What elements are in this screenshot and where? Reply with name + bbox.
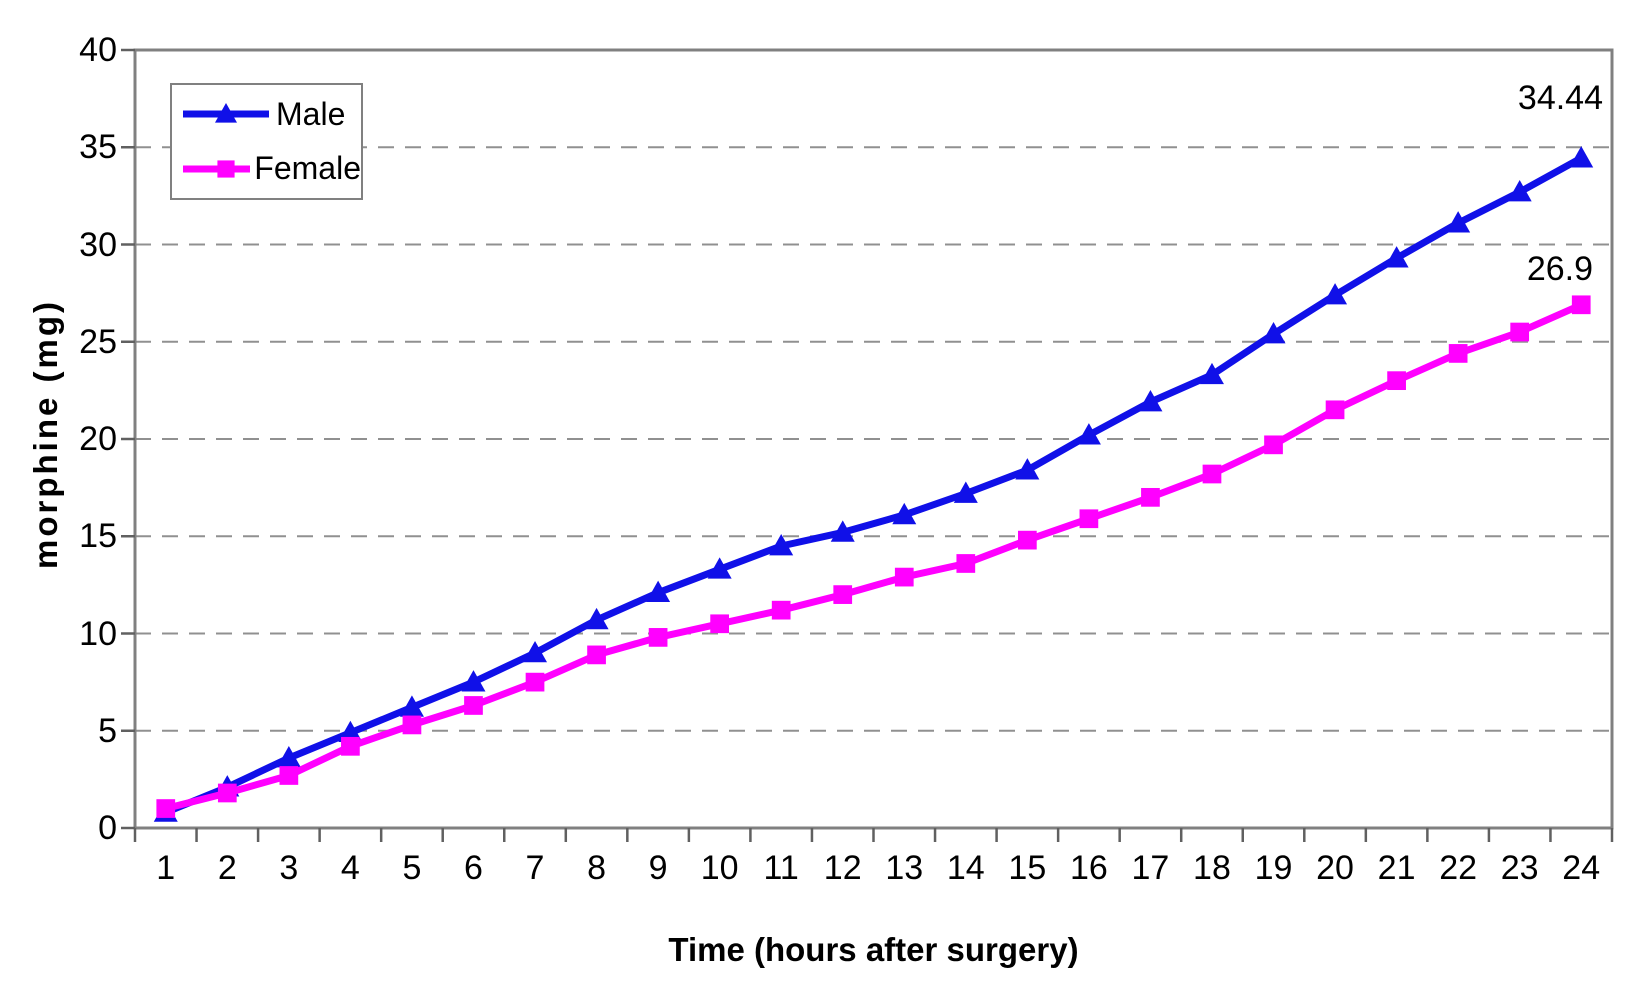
data-point-marker-female [402,715,422,735]
y-tick-label: 25 [79,322,117,361]
y-axis-title: morphine (mg) [27,299,64,569]
legend-item-male: Male [180,96,361,133]
data-point-marker-female [1448,344,1468,363]
data-point-marker-female [648,628,668,647]
x-axis-title: Time (hours after surgery) [668,931,1079,968]
x-tick-label: 18 [1193,849,1231,887]
x-tick-label: 17 [1131,849,1170,887]
y-tick-label: 35 [79,128,117,167]
data-point-marker-female [956,554,976,573]
x-tick-label: 6 [464,849,483,887]
data-point-marker-male [1569,146,1594,168]
x-tick-label: 19 [1254,849,1293,887]
data-point-marker-female [1141,487,1160,507]
x-tick-label: 1 [156,849,176,887]
data-point-marker-male [461,670,486,692]
y-tick-label: 5 [98,711,117,750]
data-point-marker-female [1202,464,1222,484]
data-point-marker-male [892,502,917,525]
data-point-marker-female [771,600,791,620]
female-end-value-label: 26.9 [1526,250,1593,288]
data-point-marker-male [1507,179,1532,202]
data-point-marker-male [584,607,609,630]
data-point-marker-male [1323,283,1348,305]
x-tick-label: 22 [1439,849,1478,887]
x-tick-label: 7 [525,849,545,887]
data-point-marker-male [399,695,424,717]
series-line-male [162,154,1585,816]
y-tick-label: 15 [79,517,117,556]
y-tick-label: 20 [79,420,117,458]
x-tick-label: 9 [648,849,668,887]
y-tick-label: 0 [98,809,117,847]
legend-marker [217,160,235,178]
data-point-marker-female [1017,530,1037,550]
data-point-marker-male [1138,390,1163,412]
data-point-marker-female [1264,435,1283,455]
data-point-marker-male [953,481,978,503]
data-point-marker-female [1571,295,1591,315]
x-tick-label: 12 [823,849,862,887]
x-tick-label: 20 [1316,849,1354,887]
y-tick-label: 40 [79,31,117,69]
data-point-marker-female [464,696,483,715]
data-point-marker-male [523,640,548,663]
data-point-marker-female [341,736,360,756]
data-point-marker-male [276,745,301,768]
male-line-marker-icon [183,103,269,123]
legend-marker [215,103,237,123]
data-point-marker-male [1261,321,1286,344]
male-end-value-label: 34.44 [1517,79,1603,117]
data-point-marker-male [1015,458,1040,480]
series-line-female [162,301,1585,812]
legend-label-female: Female [254,150,361,187]
x-tick-label: 15 [1008,849,1047,887]
data-point-marker-male [769,533,794,556]
data-point-marker-male [1446,211,1471,233]
data-point-marker-male [707,557,732,579]
data-point-marker-female [1387,371,1406,391]
data-point-marker-male [1076,423,1101,445]
series-female [156,295,1591,818]
x-tick-label: 4 [340,849,360,887]
data-point-marker-male [830,520,855,542]
x-tick-label: 11 [763,849,799,887]
data-point-marker-female [1325,400,1345,420]
data-point-marker-male [1199,362,1224,385]
x-tick-label: 10 [700,849,739,887]
x-tick-label: 24 [1562,849,1601,887]
data-point-marker-female [217,783,237,803]
y-tick-label: 30 [79,225,117,264]
data-point-marker-female [279,766,299,785]
y-tick-label: 10 [79,614,117,653]
x-tick-label: 8 [587,849,607,887]
data-point-marker-female [587,645,606,665]
data-point-marker-male [646,580,671,603]
data-point-marker-male [338,720,363,743]
x-tick-label: 13 [885,849,924,887]
data-point-marker-female [1079,509,1099,529]
x-tick-label: 14 [946,849,985,887]
data-point-marker-male [1384,246,1409,268]
x-tick-label: 16 [1069,849,1108,887]
legend-item-female: Female [180,150,361,187]
data-point-marker-female [156,799,176,818]
legend: Male Female [170,83,363,200]
data-point-marker-female [1510,322,1530,342]
x-tick-label: 21 [1377,849,1416,887]
series-male [153,146,1594,822]
legend-label-male: Male [276,95,346,132]
x-tick-label: 2 [217,849,237,887]
data-point-marker-female [894,567,914,587]
x-tick-label: 5 [402,849,422,887]
data-point-marker-female [710,614,730,634]
female-line-marker-icon [183,160,251,178]
x-tick-label: 3 [279,849,299,887]
data-point-marker-female [833,585,853,604]
data-point-marker-female [525,672,545,692]
x-tick-label: 23 [1500,849,1539,887]
